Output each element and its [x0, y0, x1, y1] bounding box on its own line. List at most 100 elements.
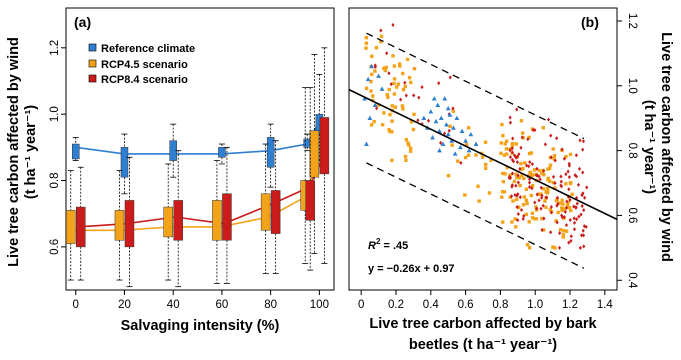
scatter-point-rcp84	[530, 186, 534, 191]
scatter-point-rcp45	[502, 153, 507, 157]
panel-b-regression	[348, 32, 618, 269]
scatter-point-rcp84	[574, 153, 578, 158]
box	[305, 180, 315, 221]
panel-a-frame	[65, 7, 335, 291]
scatter-point-rcp84	[510, 157, 515, 162]
scatter-point-rcp84	[572, 220, 577, 225]
scatter-point-reference	[466, 148, 472, 153]
panel-a-x-tick-label: 20	[118, 299, 131, 311]
scatter-point-rcp45	[547, 179, 552, 184]
scatter-point-rcp84	[564, 223, 569, 228]
scatter-point-reference	[442, 96, 448, 101]
scatter-point-rcp45	[380, 123, 385, 127]
scatter-point-rcp45	[554, 219, 558, 223]
scatter-point-rcp45	[564, 229, 569, 233]
scatter-point-rcp84	[373, 65, 377, 70]
panel-b-y-tick-label: 0.8	[626, 143, 638, 159]
scatter-point-rcp45	[515, 175, 519, 180]
scatter-point-rcp84	[542, 168, 546, 173]
scatter-point-rcp45	[499, 151, 503, 156]
scatter-point-rcp45	[529, 193, 533, 198]
scatter-point-rcp45	[545, 191, 550, 195]
scatter-point-rcp45	[373, 69, 377, 73]
scatter-point-reference	[435, 102, 441, 108]
box	[309, 130, 320, 178]
scatter-point-rcp45	[544, 205, 548, 209]
scatter-point-rcp84	[508, 174, 512, 179]
scatter-point-rcp45	[505, 165, 509, 170]
scatter-point-rcp45	[456, 159, 460, 163]
scatter-point-rcp45	[520, 173, 524, 178]
scatter-point-rcp45	[503, 142, 507, 146]
scatter-point-reference	[430, 135, 435, 140]
scatter-point-rcp84	[582, 224, 586, 229]
scatter-point-rcp45	[514, 142, 519, 146]
boxplot-1-6	[309, 54, 320, 254]
trend-line-0	[75, 120, 321, 155]
lower-bound-line	[366, 162, 585, 269]
scatter-point-rcp45	[394, 85, 399, 89]
scatter-point-rcp84	[542, 216, 546, 221]
boxplot-1-3	[212, 160, 222, 284]
scatter-point-rcp84	[439, 140, 443, 145]
scatter-point-rcp84	[519, 208, 524, 213]
scatter-point-reference	[454, 115, 460, 121]
scatter-point-rcp45	[406, 141, 410, 145]
box	[163, 206, 173, 238]
scatter-point-rcp84	[546, 117, 551, 122]
scatter-point-rcp45	[519, 119, 524, 123]
legend-swatch-rcp84	[88, 74, 97, 83]
scatter-point-rcp45	[545, 186, 550, 191]
scatter-point-rcp45	[499, 141, 503, 145]
scatter-point-rcp45	[501, 179, 506, 184]
scatter-point-rcp45	[407, 75, 412, 80]
scatter-point-rcp45	[376, 103, 381, 107]
scatter-point-rcp45	[407, 143, 411, 147]
panel-a-y-tick-label: 1.2	[49, 40, 61, 56]
scatter-point-rcp84	[567, 240, 571, 245]
scatter-point-rcp45	[390, 158, 394, 163]
scatter-point-rcp45	[369, 89, 373, 93]
scatter-point-rcp45	[532, 217, 537, 221]
scatter-point-rcp45	[514, 172, 518, 176]
scatter-point-rcp45	[567, 205, 572, 210]
scatter-point-rcp84	[574, 205, 578, 210]
scatter-point-rcp45	[558, 201, 562, 205]
panel-a-legend: Reference climate RCP4.5 scenario RCP8.4…	[88, 43, 195, 86]
scatter-point-rcp84	[508, 148, 512, 153]
scatter-point-rcp45	[570, 192, 574, 197]
scatter-point-rcp84	[426, 118, 431, 123]
scatter-point-rcp84	[538, 177, 542, 182]
scatter-point-rcp84	[420, 85, 424, 90]
scatter-point-rcp45	[534, 217, 539, 221]
scatter-point-rcp45	[483, 140, 488, 144]
scatter-point-rcp45	[513, 217, 517, 221]
panel-b-x-tick-label: 1.2	[562, 299, 578, 311]
scatter-point-rcp84	[553, 158, 557, 163]
scatter-point-rcp84	[566, 169, 570, 174]
scatter-point-rcp45	[387, 128, 391, 132]
scatter-point-rcp84	[580, 203, 584, 208]
scatter-point-rcp84	[559, 174, 563, 179]
scatter-point-rcp84	[567, 161, 571, 166]
panel-a-y-tick-label: 1.0	[49, 106, 61, 122]
panel-b-x-tick-label: 0.6	[458, 299, 474, 311]
scatter-point-rcp45	[524, 198, 529, 202]
scatter-point-rcp84	[540, 193, 544, 198]
scatter-point-rcp84	[515, 193, 519, 198]
scatter-point-rcp84	[575, 217, 579, 222]
scatter-point-reference	[372, 102, 378, 108]
scatter-point-rcp45	[516, 205, 521, 210]
scatter-point-rcp45	[522, 176, 526, 181]
scatter-point-rcp45	[369, 79, 373, 84]
scatter-point-rcp84	[549, 210, 553, 215]
scatter-point-rcp45	[501, 133, 505, 138]
scatter-point-rcp84	[549, 155, 553, 160]
scatter-point-rcp84	[573, 173, 577, 178]
scatter-point-rcp84	[510, 146, 514, 151]
scatter-point-rcp84	[528, 185, 532, 190]
scatter-point-reference	[369, 63, 375, 69]
panel-b-x-axis: 0 0.2 0.4 0.6 0.8 1.0 1.2 1.4	[358, 290, 613, 311]
box	[260, 193, 271, 231]
scatter-point-reference	[459, 128, 465, 133]
